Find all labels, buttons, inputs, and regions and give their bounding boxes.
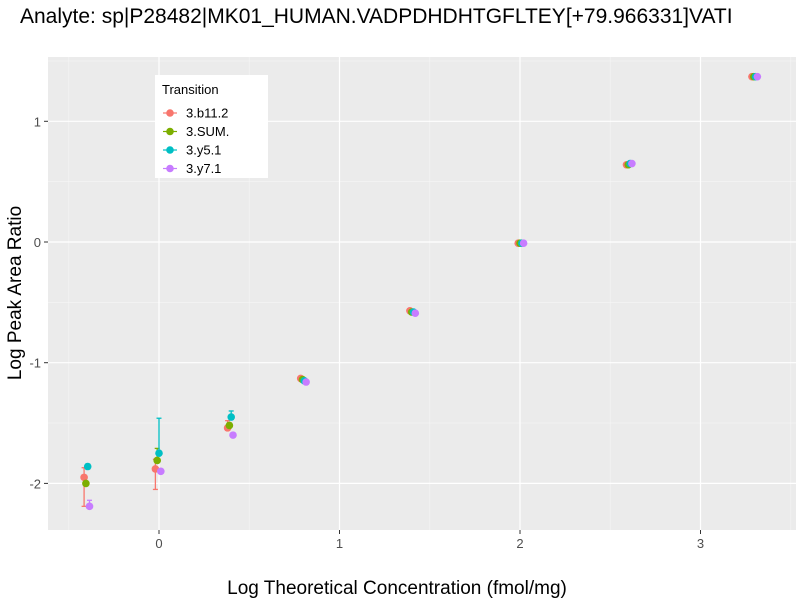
x-axis-label: Log Theoretical Concentration (fmol/mg) xyxy=(227,578,567,599)
axes: 0 1 2 3 -2 -1 0 1 xyxy=(29,114,704,551)
gridlines xyxy=(48,57,796,530)
y-axis-label: Log Peak Area Ratio xyxy=(5,206,26,380)
legend-label: 3.y7.1 xyxy=(186,161,221,176)
data-point-3-SUM- xyxy=(225,421,234,430)
x-tick-label: 1 xyxy=(336,536,343,551)
legend-label: 3.y5.1 xyxy=(186,143,221,158)
data-point-3-SUM- xyxy=(153,456,161,465)
legend-key-point xyxy=(166,164,174,173)
legend-title: Transition xyxy=(162,82,219,97)
data-point-3-y7-1 xyxy=(85,502,94,511)
y-tick-label: 1 xyxy=(34,114,41,129)
data-point-3-y5-1 xyxy=(155,449,163,458)
legend: Transition 3.b11.2 3.SUM. 3.y5.1 3.y7.1 xyxy=(155,75,268,178)
y-tick-label: 0 xyxy=(34,235,41,250)
data-point-3-y7-1 xyxy=(157,467,165,476)
legend-box xyxy=(155,75,268,178)
x-tick-label: 0 xyxy=(155,536,162,551)
y-tick-label: -2 xyxy=(29,476,41,491)
data-point-3-b11-2 xyxy=(80,473,88,482)
data-point-3-y5-1 xyxy=(83,462,92,471)
legend-key-point xyxy=(166,109,174,117)
x-tick-label: 3 xyxy=(697,536,704,551)
legend-key-point xyxy=(166,127,174,136)
y-tick-label: -1 xyxy=(29,356,41,371)
legend-label: 3.SUM. xyxy=(186,124,229,139)
x-tick-label: 2 xyxy=(516,536,523,551)
data-point-3-y7-1 xyxy=(753,72,762,81)
data-point-3-y7-1 xyxy=(628,159,636,168)
data-marks xyxy=(80,72,762,511)
legend-key-point xyxy=(166,146,174,154)
data-point-3-y7-1 xyxy=(411,309,420,318)
data-point-3-y7-1 xyxy=(302,378,310,386)
legend-label: 3.b11.2 xyxy=(186,106,228,121)
data-point-3-y7-1 xyxy=(229,431,237,439)
data-point-3-SUM- xyxy=(82,479,90,488)
chart-title: Analyte: sp|P28482|MK01_HUMAN.VADPDHDHTG… xyxy=(20,5,733,28)
data-point-3-y7-1 xyxy=(519,239,528,248)
data-point-3-y5-1 xyxy=(227,413,235,421)
